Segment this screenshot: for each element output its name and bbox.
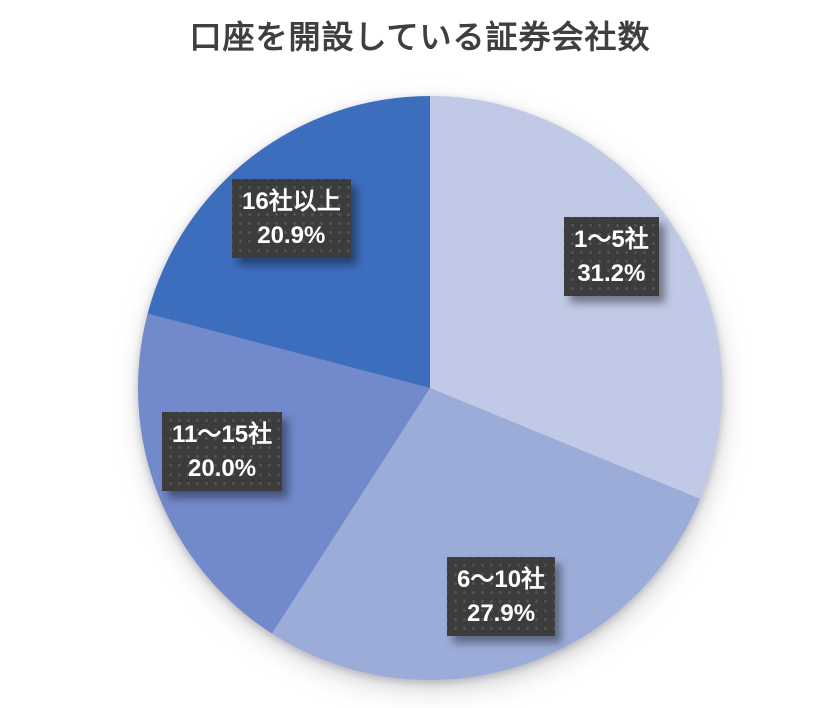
pie-slice-2 (138, 313, 431, 634)
pie-slice-1 (271, 388, 701, 681)
pie-slice-0 (430, 96, 722, 499)
chart-title: 口座を開設している証券会社数 (189, 19, 651, 55)
